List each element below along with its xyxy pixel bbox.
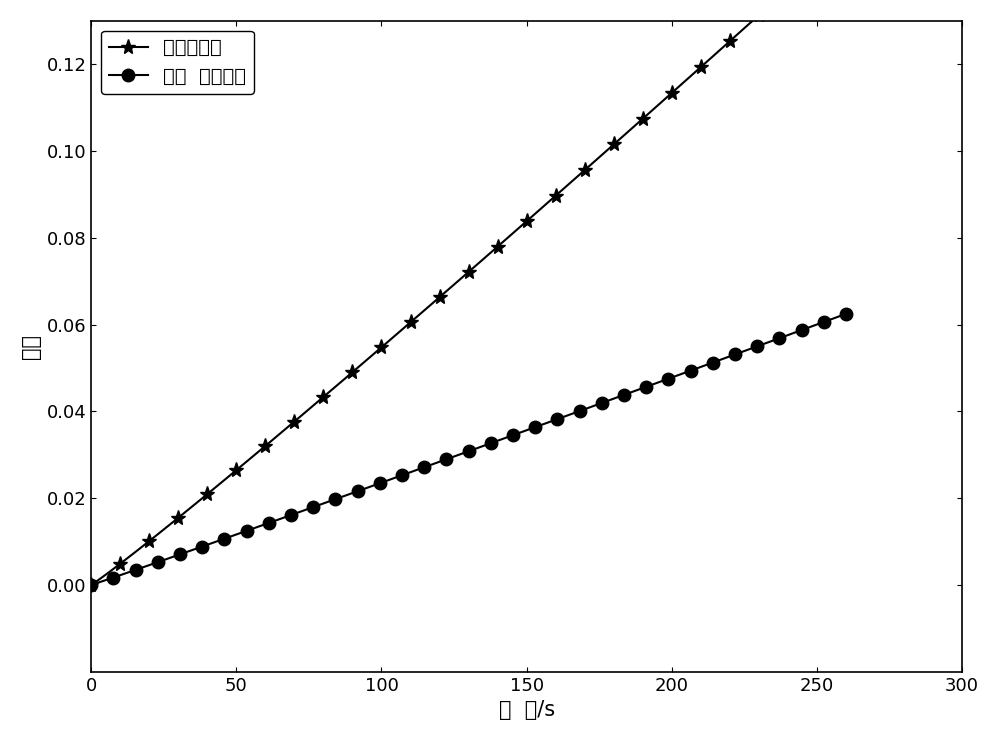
X-axis label: 时  间/s: 时 间/s [499,700,555,720]
Legend: 基材的应变, 应变  片的应变: 基材的应变, 应变 片的应变 [101,30,254,94]
Y-axis label: 应变: 应变 [21,333,41,359]
